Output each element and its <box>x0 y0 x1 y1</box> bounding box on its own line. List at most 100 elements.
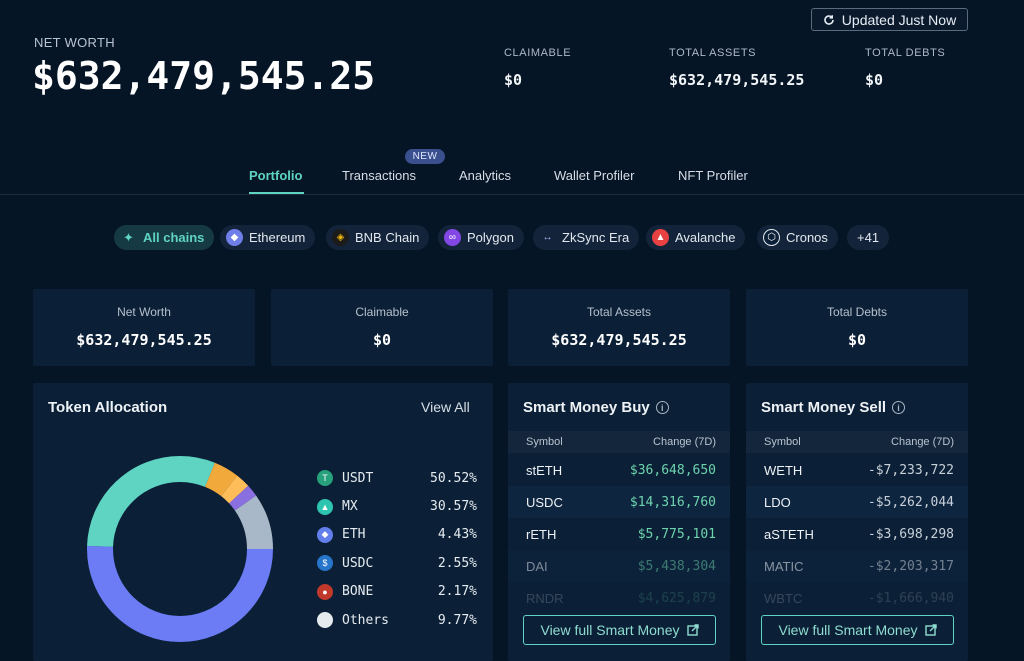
stat-label: TOTAL DEBTS <box>865 47 946 59</box>
view-all-link[interactable]: View All <box>421 399 470 415</box>
stat-label: CLAIMABLE <box>504 47 572 59</box>
chip-label: ZkSync Era <box>562 230 630 245</box>
table-row[interactable]: stETH $36,648,650 <box>508 454 730 486</box>
ethereum-icon: ◆ <box>317 526 333 543</box>
view-full-smart-money-button[interactable]: View full Smart Money <box>761 615 954 645</box>
summary-label: Total Assets <box>586 305 652 319</box>
chain-chip-avalanche[interactable]: ▲ Avalanche <box>646 225 746 250</box>
chain-chip-polygon[interactable]: ∞ Polygon <box>438 225 524 250</box>
legend-percent: 2.55% <box>437 555 477 571</box>
row-symbol: WETH <box>764 462 803 478</box>
tab-portfolio[interactable]: Portfolio <box>249 168 303 183</box>
mx-icon: ▲ <box>317 498 333 515</box>
smart-money-buy-panel: Smart Money Buy i Symbol Change (7D) stE… <box>508 383 730 661</box>
stat-value: $0 <box>865 71 884 89</box>
col-change: Change (7D) <box>891 436 954 448</box>
tab-analytics[interactable]: Analytics <box>459 168 512 183</box>
chip-label: Avalanche <box>675 230 736 245</box>
col-symbol: Symbol <box>526 436 563 448</box>
chain-chip-ethereum[interactable]: ◆ Ethereum <box>220 225 316 250</box>
tab-nft-profiler[interactable]: NFT Profiler <box>678 168 748 183</box>
row-symbol: WBTC <box>764 590 803 606</box>
updated-label: Updated Just Now <box>841 11 957 28</box>
token-allocation-panel: Token Allocation View All T USDT 50.52% … <box>33 383 493 661</box>
row-change: -$2,203,317 <box>867 558 954 574</box>
stat-label: TOTAL ASSETS <box>669 47 757 59</box>
info-icon[interactable]: i <box>655 401 669 414</box>
legend-row-usdc: $ USDC 2.55% <box>317 549 477 577</box>
legend-percent: 50.52% <box>430 470 477 486</box>
info-icon[interactable]: i <box>892 401 906 414</box>
legend-symbol: MX <box>342 499 358 515</box>
zksync-icon: ↔ <box>539 229 556 246</box>
row-symbol: USDC <box>526 494 563 510</box>
legend-row-others: Others 9.77% <box>317 606 477 634</box>
legend-row-usdt: T USDT 50.52% <box>317 464 477 492</box>
token-allocation-title: Token Allocation <box>48 399 168 416</box>
polygon-icon: ∞ <box>444 229 461 246</box>
donut-slice-mx[interactable] <box>87 456 273 642</box>
tab-wallet-profiler[interactable]: Wallet Profiler <box>554 168 635 183</box>
row-symbol: rETH <box>526 526 557 542</box>
chain-chip-all[interactable]: ✦ All chains <box>114 225 215 250</box>
chain-chip-more[interactable]: +41 <box>847 225 890 250</box>
summary-value: $632,479,545.25 <box>76 331 212 349</box>
legend-symbol: USDC <box>342 555 374 571</box>
row-symbol: MATIC <box>764 558 804 574</box>
legend-percent: 2.17% <box>437 584 477 600</box>
col-change: Change (7D) <box>653 436 716 448</box>
row-symbol: aSTETH <box>764 526 814 542</box>
row-change: $4,625,879 <box>637 590 716 606</box>
cronos-icon: ⬡ <box>763 229 780 246</box>
col-symbol: Symbol <box>764 436 801 448</box>
row-change: $5,438,304 <box>637 558 716 574</box>
chain-chip-zksync[interactable]: ↔ ZkSync Era <box>533 225 640 250</box>
summary-value: $0 <box>847 331 867 349</box>
legend-percent: 4.43% <box>437 527 477 543</box>
row-change: -$5,262,044 <box>867 494 954 510</box>
row-symbol: LDO <box>764 494 791 510</box>
ethereum-icon: ◆ <box>226 229 243 246</box>
usdc-icon: $ <box>317 555 333 572</box>
net-worth-label: NET WORTH <box>34 35 115 50</box>
chip-label: Polygon <box>467 230 514 245</box>
table-row[interactable]: WETH -$7,233,722 <box>746 454 968 486</box>
summary-label: Claimable <box>355 305 409 319</box>
tab-transactions[interactable]: Transactions <box>342 168 416 183</box>
chip-label: BNB Chain <box>355 230 420 245</box>
smart-money-sell-title: Smart Money Sell i <box>761 399 906 416</box>
summary-card-total-debts: Total Debts $0 <box>746 289 968 366</box>
net-worth-value: $632,479,545.25 <box>32 54 376 98</box>
table-row[interactable]: DAI $5,438,304 <box>508 550 730 582</box>
summary-label: Total Debts <box>826 305 888 319</box>
donut-slice-others[interactable] <box>87 456 273 642</box>
table-row[interactable]: aSTETH -$3,698,298 <box>746 518 968 550</box>
chain-chip-bnb[interactable]: ◈ BNB Chain <box>326 225 430 250</box>
updated-just-now-button[interactable]: Updated Just Now <box>811 8 968 31</box>
sparkle-icon: ✦ <box>123 229 134 245</box>
table-row[interactable]: RNDR $4,625,879 <box>508 582 730 614</box>
row-symbol: RNDR <box>526 590 564 606</box>
refresh-icon <box>824 14 834 25</box>
legend-row-eth: ◆ ETH 4.43% <box>317 521 477 549</box>
table-row[interactable]: WBTC -$1,666,940 <box>746 582 968 614</box>
table-header: Symbol Change (7D) <box>508 431 730 453</box>
external-link-icon <box>686 624 699 636</box>
chain-chip-cronos[interactable]: ⬡ Cronos <box>757 225 838 250</box>
smart-money-buy-title: Smart Money Buy i <box>523 399 669 416</box>
avalanche-icon: ▲ <box>652 229 669 246</box>
table-row[interactable]: USDC $14,316,760 <box>508 486 730 518</box>
chip-label: Ethereum <box>249 230 306 245</box>
button-label: View full Smart Money <box>540 622 680 638</box>
legend-percent: 9.77% <box>437 612 477 628</box>
table-row[interactable]: rETH $5,775,101 <box>508 518 730 550</box>
chip-label: Cronos <box>786 230 828 245</box>
row-symbol: stETH <box>526 462 563 478</box>
table-row[interactable]: LDO -$5,262,044 <box>746 486 968 518</box>
bone-icon: ● <box>317 583 333 600</box>
total-debts-stat: TOTAL DEBTS $0 <box>865 47 945 89</box>
tab-bar: Portfolio Transactions Analytics Wallet … <box>0 160 1024 195</box>
table-row[interactable]: MATIC -$2,203,317 <box>746 550 968 582</box>
legend-row-bone: ● BONE 2.17% <box>317 578 477 606</box>
view-full-smart-money-button[interactable]: View full Smart Money <box>523 615 716 645</box>
